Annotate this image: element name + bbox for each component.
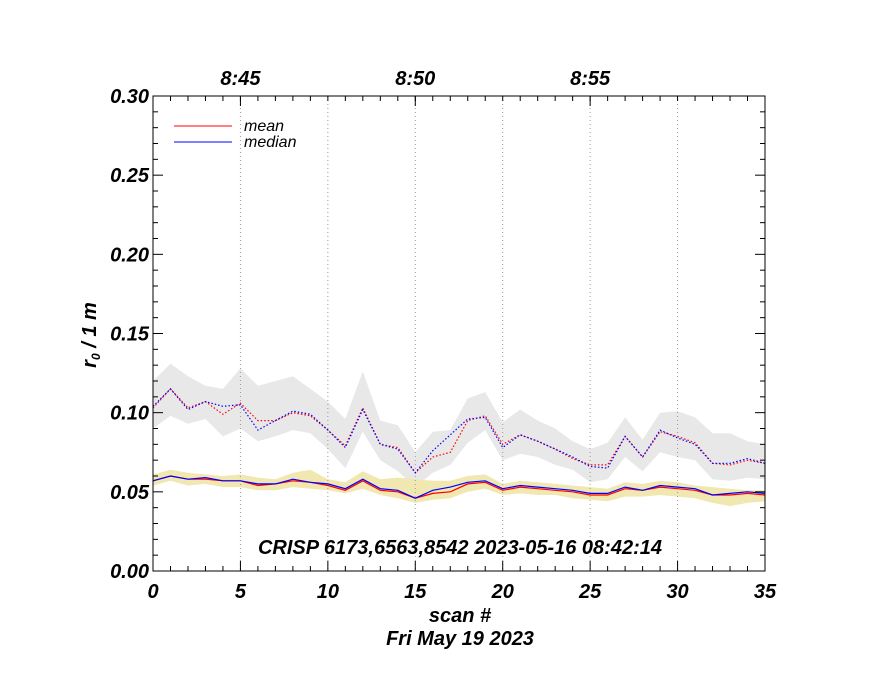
top-time-label-15: 8:50 [395, 68, 435, 90]
x-tick-label-30: 30 [666, 581, 688, 603]
x-tick-labels: 0 5 10 15 20 25 30 35 [147, 581, 777, 603]
plot-frame [152, 95, 766, 572]
legend: mean median [174, 118, 297, 151]
data-series [152, 388, 766, 499]
date-label: Fri May 19 2023 [386, 628, 534, 650]
y-tick-label-4: 0.20 [110, 244, 149, 266]
x-tick-label-25: 25 [578, 581, 602, 603]
band-upper-spread [153, 363, 765, 488]
y-tick-label-1: 0.05 [110, 482, 150, 504]
top-time-label-5: 8:45 [220, 68, 261, 90]
y-tick-labels: 0.00 0.05 0.10 0.15 0.20 0.25 0.30 [110, 86, 150, 583]
chart-annotation: CRISP 6173,6563,8542 2023-05-16 08:42:14 [258, 537, 662, 559]
axis-ticks [152, 95, 766, 572]
y-tick-label-0: 0.00 [110, 561, 149, 583]
y-tick-label-2: 0.10 [110, 403, 149, 425]
series-upper-mean [152, 388, 766, 474]
legend-label-mean: mean [244, 118, 284, 135]
x-tick-label-20: 20 [491, 581, 514, 603]
x-tick-label-5: 5 [235, 581, 247, 603]
top-time-labels: 8:45 8:50 8:55 [220, 68, 611, 90]
x-axis-label: scan # [429, 605, 492, 627]
y-tick-label-3: 0.15 [110, 324, 150, 346]
y-tick-label-5: 0.25 [110, 165, 150, 187]
top-time-label-25: 8:55 [570, 68, 611, 90]
series-lower-median [152, 475, 766, 499]
series-lower-mean [152, 475, 766, 499]
x-tick-label-10: 10 [317, 581, 339, 603]
x-tick-label-15: 15 [404, 581, 427, 603]
x-tick-label-35: 35 [754, 581, 777, 603]
legend-label-median: median [244, 134, 297, 151]
x-tick-label-0: 0 [147, 581, 158, 603]
series-upper-median [152, 388, 766, 474]
y-tick-label-6: 0.30 [110, 86, 149, 108]
y-axis-label: r0 / 1 m [79, 302, 103, 368]
